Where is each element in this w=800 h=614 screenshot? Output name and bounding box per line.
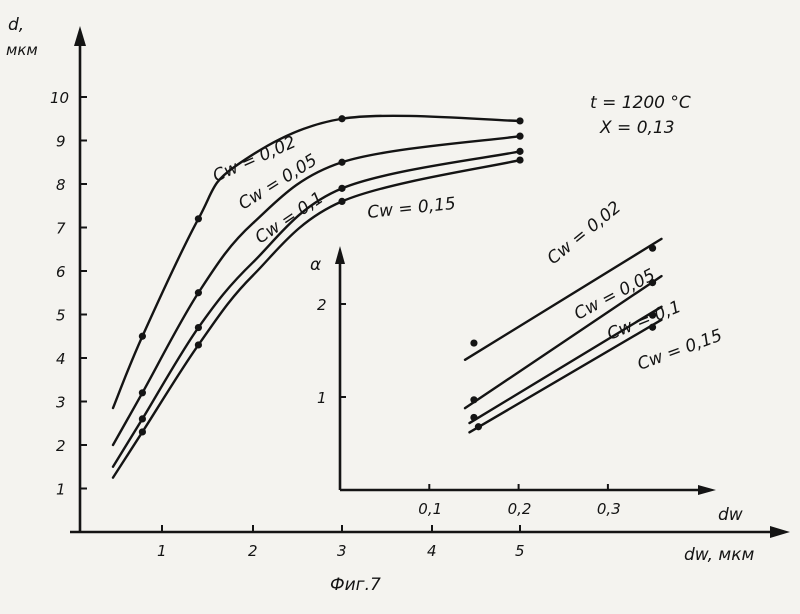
main-point-cw-0-02-3 xyxy=(516,117,523,124)
main-point-cw-0-1-2 xyxy=(338,185,345,192)
main-point-cw-0-05-3 xyxy=(516,133,523,140)
condition-temperature: t = 1200 °C xyxy=(590,93,691,113)
inset-point-cw-0-05-0 xyxy=(470,396,477,403)
main-y-tick-label-1: 1 xyxy=(56,481,66,499)
main-point-cw-0-02-1 xyxy=(195,215,202,222)
main-y-tick-label-6: 6 xyxy=(56,263,66,281)
main-x-tick-label-4: 4 xyxy=(427,542,437,560)
inset-series-label-cw-015: Cw = 0,15 xyxy=(635,326,725,375)
condition-x: X = 0,13 xyxy=(599,118,675,138)
inset-y-tick-label-2: 2 xyxy=(317,296,327,314)
inset-series-label-cw-002: Cw = 0,02 xyxy=(544,198,626,269)
main-y-axis-unit: мкм xyxy=(6,41,38,59)
main-point-cw-0-02-2 xyxy=(338,115,345,122)
main-point-cw-0-05-0 xyxy=(139,389,146,396)
main-x-tick-label-1: 1 xyxy=(157,542,167,560)
main-point-cw-0-15-2 xyxy=(338,198,345,205)
inset-point-cw-0-02-0 xyxy=(470,339,477,346)
main-point-cw-0-15-3 xyxy=(516,156,523,163)
main-point-cw-0-15-0 xyxy=(139,428,146,435)
main-y-tick-label-8: 8 xyxy=(56,176,66,194)
main-point-cw-0-1-3 xyxy=(516,148,523,155)
main-series-label-cw-015: Cw = 0,15 xyxy=(366,194,456,223)
main-y-tick-label-7: 7 xyxy=(56,220,66,238)
figure-caption: Фиг.7 xyxy=(330,575,381,595)
inset-x-tick-label-3: 0,3 xyxy=(597,500,621,518)
inset-x-arrow-icon xyxy=(698,485,716,495)
inset-point-cw-0-15-0 xyxy=(475,423,482,430)
main-point-cw-0-15-1 xyxy=(195,341,202,348)
main-point-cw-0-1-1 xyxy=(195,324,202,331)
inset-x-tick-label-1: 0,1 xyxy=(418,500,442,518)
inset-x-axis-label: dw xyxy=(718,505,743,525)
inset-y-tick-label-1: 1 xyxy=(317,389,327,407)
main-point-cw-0-05-1 xyxy=(195,289,202,296)
main-x-tick-label-5: 5 xyxy=(515,542,525,560)
main-y-tick-label-2: 2 xyxy=(56,437,66,455)
main-y-arrow-icon xyxy=(74,26,86,46)
inset-point-cw-0-1-0 xyxy=(470,414,477,421)
inset-series-line-cw-0-15 xyxy=(469,320,661,433)
main-y-tick-label-9: 9 xyxy=(56,133,66,151)
main-point-cw-0-1-0 xyxy=(139,415,146,422)
main-point-cw-0-02-0 xyxy=(139,333,146,340)
main-y-tick-label-3: 3 xyxy=(56,394,66,412)
main-x-tick-label-2: 2 xyxy=(248,542,258,560)
main-y-tick-label-5: 5 xyxy=(56,307,66,325)
main-x-axis-label: dw, мкм xyxy=(684,545,755,565)
main-x-tick-label-3: 3 xyxy=(337,542,347,560)
main-y-tick-label-10: 10 xyxy=(50,89,69,107)
main-point-cw-0-05-2 xyxy=(338,159,345,166)
inset-x-tick-label-2: 0,2 xyxy=(508,500,532,518)
inset-y-axis-label: α xyxy=(310,255,321,275)
main-x-arrow-icon xyxy=(770,526,790,538)
inset-y-arrow-icon xyxy=(335,246,345,264)
inset-axes xyxy=(335,246,716,495)
inset-point-cw-0-02-1 xyxy=(649,245,656,252)
main-y-tick-label-4: 4 xyxy=(56,350,66,368)
main-y-axis-symbol: d, xyxy=(8,15,24,35)
